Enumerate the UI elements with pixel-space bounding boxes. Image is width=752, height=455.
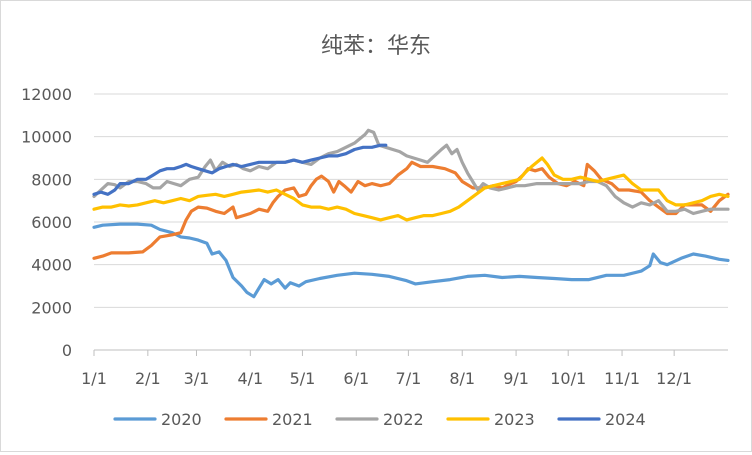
y-tick-label: 4000 (31, 256, 72, 275)
gridlines (94, 93, 728, 308)
x-tick-label: 11/1 (604, 369, 640, 388)
x-tick-label: 4/1 (237, 369, 263, 388)
x-tick-label: 7/1 (396, 369, 422, 388)
legend-label: 2024 (605, 410, 646, 429)
legend-label: 2021 (272, 410, 313, 429)
x-tick-label: 12/1 (656, 369, 692, 388)
x-tick-label: 3/1 (184, 369, 210, 388)
y-tick-label: 2000 (31, 298, 72, 317)
series-lines (92, 128, 730, 299)
chart-title: 纯苯：华东 (321, 34, 431, 59)
y-tick-label: 8000 (31, 170, 72, 189)
legend-item-2022: 2022 (335, 410, 424, 429)
series-line-2024 (92, 143, 388, 196)
x-tick-label: 2/1 (135, 369, 161, 388)
axes: 0 2000 4000 6000 8000 10000 12000 1/1 2/1 3/1 4/1 5… (21, 85, 728, 388)
series-line-2021 (92, 160, 730, 260)
legend-label: 2020 (161, 410, 202, 429)
legend-item-2023: 2023 (446, 410, 535, 429)
x-tick-label: 10/1 (550, 369, 586, 388)
legend-item-2020: 2020 (113, 410, 202, 429)
x-tick-label: 6/1 (343, 369, 369, 388)
x-tick-label: 9/1 (503, 369, 529, 388)
x-tick-label: 1/1 (81, 369, 107, 388)
legend-item-2024: 2024 (557, 410, 646, 429)
legend-label: 2023 (494, 410, 535, 429)
y-tick-label: 10000 (21, 128, 72, 147)
y-tick-label: 12000 (21, 85, 72, 104)
y-tick-label: 0 (62, 341, 72, 360)
legend-item-2021: 2021 (224, 410, 313, 429)
legend-label: 2022 (383, 410, 424, 429)
x-tick-label: 5/1 (290, 369, 316, 388)
series-line-2020 (92, 222, 730, 299)
series-line-2022 (92, 128, 730, 216)
series-line-2023 (92, 156, 730, 222)
y-tick-label: 6000 (31, 213, 72, 232)
legend: 2020 2021 2022 2023 2024 (113, 410, 646, 429)
x-tick-label: 8/1 (449, 369, 475, 388)
